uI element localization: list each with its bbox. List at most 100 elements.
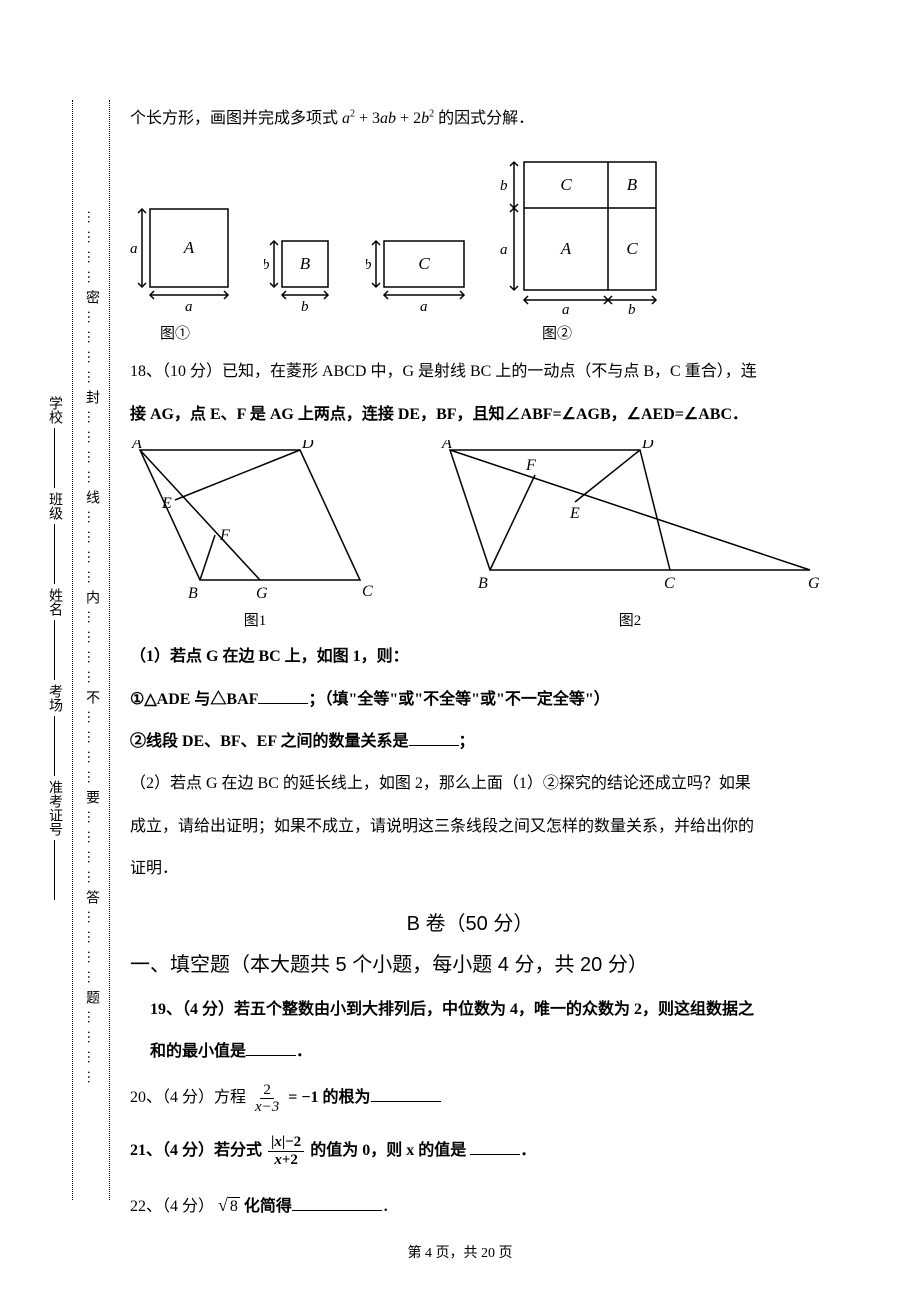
svg-text:B: B — [478, 575, 488, 592]
q22-mid: 化简得 — [244, 1198, 292, 1215]
binding-blank — [54, 716, 55, 776]
q18-p1a-pre: ①△ADE 与△BAF — [130, 691, 258, 708]
binding-left-col: 学校 班级 姓名 考场 准考证号 — [40, 100, 68, 1200]
fill-title: 一、填空题（本大题共 5 个小题，每小题 4 分，共 20 分） — [130, 948, 810, 977]
svg-text:a: a — [562, 302, 570, 314]
frac-den: x+2 — [271, 1152, 301, 1169]
svg-text:B: B — [188, 585, 198, 602]
page-content: 个长方形，画图并完成多项式 a2 + 3ab + 2b2 的因式分解． A a … — [130, 100, 810, 1231]
binding-dotted-line — [72, 100, 73, 1200]
q18-fig1-col: A D B C G E F 图1 — [130, 440, 380, 630]
answer-blank[interactable] — [246, 1040, 296, 1056]
q18-p1b: ②线段 DE、BF、EF 之间的数量关系是 ； — [130, 723, 810, 761]
svg-text:b: b — [264, 257, 270, 273]
svg-text:D: D — [301, 440, 314, 452]
section-b-title: B 卷（50 分） — [130, 907, 810, 936]
svg-text:C: C — [418, 254, 430, 273]
q20-pre: 20、（4 分）方程 — [130, 1089, 246, 1106]
q18-p1b-pre: ②线段 DE、BF、EF 之间的数量关系是 — [130, 733, 409, 750]
svg-text:C: C — [362, 583, 373, 600]
answer-blank[interactable] — [371, 1086, 441, 1102]
q21-frac: |x|−2 x+2 — [268, 1134, 304, 1168]
q18-fig1: A D B C G E F — [130, 440, 380, 605]
q18-p2a: （2）若点 G 在边 BC 的延长线上，如图 2，那么上面（1）②探究的结论还成… — [130, 765, 810, 803]
svg-text:E: E — [161, 495, 172, 512]
svg-text:a: a — [500, 242, 508, 258]
answer-blank[interactable] — [292, 1195, 382, 1211]
svg-text:F: F — [219, 527, 230, 544]
binding-label: 准考证号 — [44, 780, 64, 836]
svg-text:B: B — [300, 254, 311, 273]
svg-text:D: D — [641, 440, 654, 452]
fig-caption: 图② — [462, 322, 652, 343]
svg-text:C: C — [664, 575, 675, 592]
svg-text:B: B — [627, 175, 638, 194]
frac-num: |x|−2 — [268, 1134, 304, 1152]
binding-right-col: …………密…………封…………线…………内…………不…………要…………答…………题… — [77, 100, 105, 1200]
binding-label: 班级 — [44, 492, 64, 520]
q18-fig2: A D B C G F E — [440, 440, 820, 605]
binding-blank — [54, 524, 55, 584]
q22: 22、（4 分） √8 化简得． — [130, 1184, 810, 1227]
svg-text:a: a — [420, 299, 428, 314]
svg-text:A: A — [560, 239, 572, 258]
q21-mid: 的值为 0，则 x 的值是 — [310, 1142, 470, 1159]
binding-blank — [54, 428, 55, 488]
q19-pre: 和的最小值是 — [150, 1043, 246, 1060]
sqrt-expr: √8 — [218, 1184, 240, 1227]
svg-text:C: C — [560, 175, 572, 194]
svg-text:A: A — [441, 440, 452, 452]
svg-text:a: a — [185, 299, 193, 314]
svg-text:a: a — [130, 241, 138, 257]
fig-rect-c: C b a — [366, 199, 476, 314]
q18-fig2-col: A D B C G F E 图2 — [440, 440, 820, 630]
q18-figures: A D B C G E F 图1 — [130, 440, 810, 630]
svg-text:F: F — [525, 457, 536, 474]
answer-blank[interactable] — [409, 730, 459, 746]
answer-blank[interactable] — [470, 1139, 520, 1155]
fig-square-b: B b b — [264, 199, 342, 314]
q19-line1: 19、（4 分）若五个整数由小到大排列后，中位数为 4，唯一的众数为 2，则这组… — [130, 991, 810, 1029]
svg-text:E: E — [569, 505, 580, 522]
binding-strip: 学校 班级 姓名 考场 准考证号 …………密…………封…………线…………内………… — [40, 100, 110, 1200]
binding-blank — [54, 620, 55, 680]
q18-p1a-post: ；（填"全等"或"不全等"或"不一定全等"） — [308, 691, 609, 708]
q18-line2: 接 AG，点 E、F 是 AG 上两点，连接 DE，BF，且知∠ABF=∠AGB… — [130, 396, 810, 434]
svg-text:C: C — [626, 239, 638, 258]
q19-post: ． — [296, 1043, 312, 1060]
q18-line1: 18、（10 分）已知，在菱形 ABCD 中，G 是射线 BC 上的一动点（不与… — [130, 353, 810, 391]
binding-label: 姓名 — [44, 588, 64, 616]
answer-blank[interactable] — [258, 688, 308, 704]
svg-text:A: A — [131, 440, 142, 452]
q21: 21、（4 分）若分式 |x|−2 x+2 的值为 0，则 x 的值是 ． — [130, 1132, 810, 1170]
q17-figures: A a a B b b — [130, 154, 810, 314]
frac-num: 2 — [260, 1082, 274, 1100]
sqrt-arg: 8 — [228, 1197, 240, 1215]
q18-p2c: 证明． — [130, 850, 810, 888]
svg-text:b: b — [301, 299, 309, 314]
fig-square-a: A a a — [130, 199, 240, 314]
q18-p1b-post: ； — [459, 733, 475, 750]
svg-text:G: G — [256, 585, 268, 602]
svg-text:b: b — [366, 257, 372, 273]
binding-label: 学校 — [44, 396, 64, 424]
binding-dotted-line — [109, 100, 110, 1200]
q21-pre: 21、（4 分）若分式 — [130, 1142, 262, 1159]
q20-mid: = −1 的根为 — [288, 1089, 370, 1106]
fig-caption: 图1 — [244, 609, 267, 630]
q18-p1: （1）若点 G 在边 BC 上，如图 1，则： — [130, 638, 810, 676]
q22-post: ． — [382, 1198, 398, 1215]
fig-composite: C B A C b a a b — [500, 154, 690, 314]
q21-post: ． — [520, 1142, 536, 1159]
fig-caption: 图① — [130, 322, 220, 343]
binding-blank — [54, 840, 55, 900]
q20: 20、（4 分）方程 2 x−3 = −1 的根为 — [130, 1079, 810, 1117]
q17-captions: 图① 图② — [130, 322, 810, 343]
binding-label: 考场 — [44, 684, 64, 712]
q20-frac: 2 x−3 — [252, 1082, 282, 1116]
svg-text:b: b — [628, 302, 636, 314]
svg-text:b: b — [500, 178, 508, 194]
q19-line2: 和的最小值是 ． — [130, 1033, 810, 1071]
q18-p2b: 成立，请给出证明；如果不成立，请说明这三条线段之间又怎样的数量关系，并给出你的 — [130, 808, 810, 846]
q18-p1a: ①△ADE 与△BAF ；（填"全等"或"不全等"或"不一定全等"） — [130, 681, 810, 719]
